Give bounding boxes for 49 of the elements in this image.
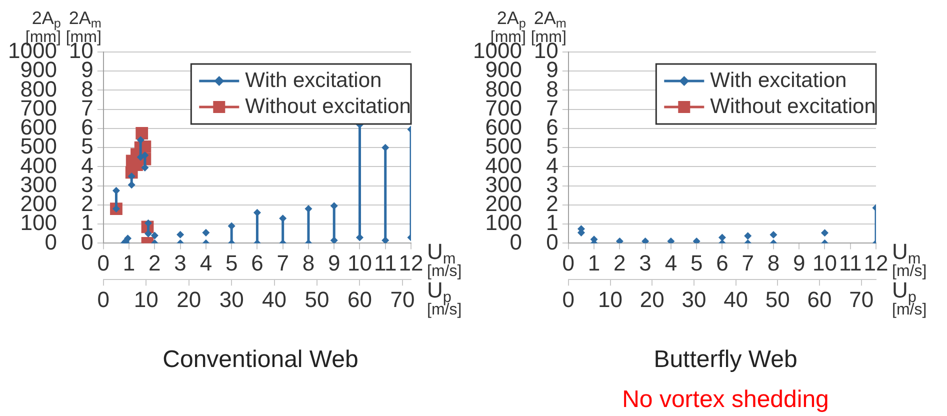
x2-tick-label: 20 (640, 286, 664, 312)
x2-tick-label: 60 (807, 286, 832, 312)
x-tick-label: 3 (639, 250, 652, 276)
x-tick-label: 6 (251, 250, 264, 276)
legend-label: Without excitation (245, 94, 411, 118)
x2-tick-label: 70 (390, 286, 415, 312)
x-tick-label: 1 (588, 250, 600, 276)
x-tick-label: 2 (614, 250, 626, 276)
x-tick-label: 4 (200, 250, 212, 276)
x-tick-label: 8 (767, 250, 780, 276)
x2-tick-label: 40 (262, 286, 287, 312)
x-tick-label: 11 (838, 250, 862, 276)
x-tick-label: 0 (97, 250, 110, 276)
x-tick-label: 6 (716, 250, 728, 276)
x-tick-label: 5 (690, 250, 703, 276)
x-tick-label: 12 (864, 250, 888, 276)
x2-tick-label: 0 (562, 286, 575, 312)
x2-tick-label: 50 (765, 286, 790, 312)
x-tick-label: 4 (664, 250, 678, 276)
x-tick-label: 9 (328, 250, 340, 276)
x-tick-label: 10 (812, 250, 837, 276)
x2-tick-label: 60 (347, 286, 372, 312)
x-tick-label: 7 (742, 250, 754, 276)
text: Butterfly Web (652, 346, 798, 374)
x2-tick-label: 50 (304, 286, 330, 312)
x2-tick-label: 70 (849, 286, 874, 312)
text: Conventional Web (162, 346, 360, 374)
legend-label: With excitation (710, 68, 847, 92)
x-tick-label: 11 (374, 250, 397, 276)
x-tick-label: 9 (792, 250, 806, 276)
x-tick-label: 8 (302, 250, 315, 276)
x-tick-label: 12 (398, 250, 424, 276)
x2-tick-label: 10 (598, 286, 623, 312)
x2-tick-label: 20 (176, 286, 202, 312)
x2-tick-label: 40 (724, 286, 748, 312)
x-tick-label: 1 (122, 250, 136, 276)
text: No vortex shedding (621, 386, 830, 414)
x2-tick-label: 0 (97, 286, 110, 312)
x2-tick-label: 10 (134, 286, 158, 312)
legend-label: Without excitation (710, 94, 876, 118)
x-tick-label: 2 (148, 250, 161, 276)
x2-tick-label: 30 (682, 286, 706, 312)
legend-label: With excitation (245, 68, 382, 92)
x-tick-label: 0 (562, 250, 575, 276)
x-tick-label: 3 (174, 250, 186, 276)
x2-tick-label: 30 (219, 286, 244, 312)
x-tick-label: 5 (225, 250, 238, 276)
x-tick-label: 7 (276, 250, 289, 276)
x-tick-label: 10 (347, 250, 372, 276)
